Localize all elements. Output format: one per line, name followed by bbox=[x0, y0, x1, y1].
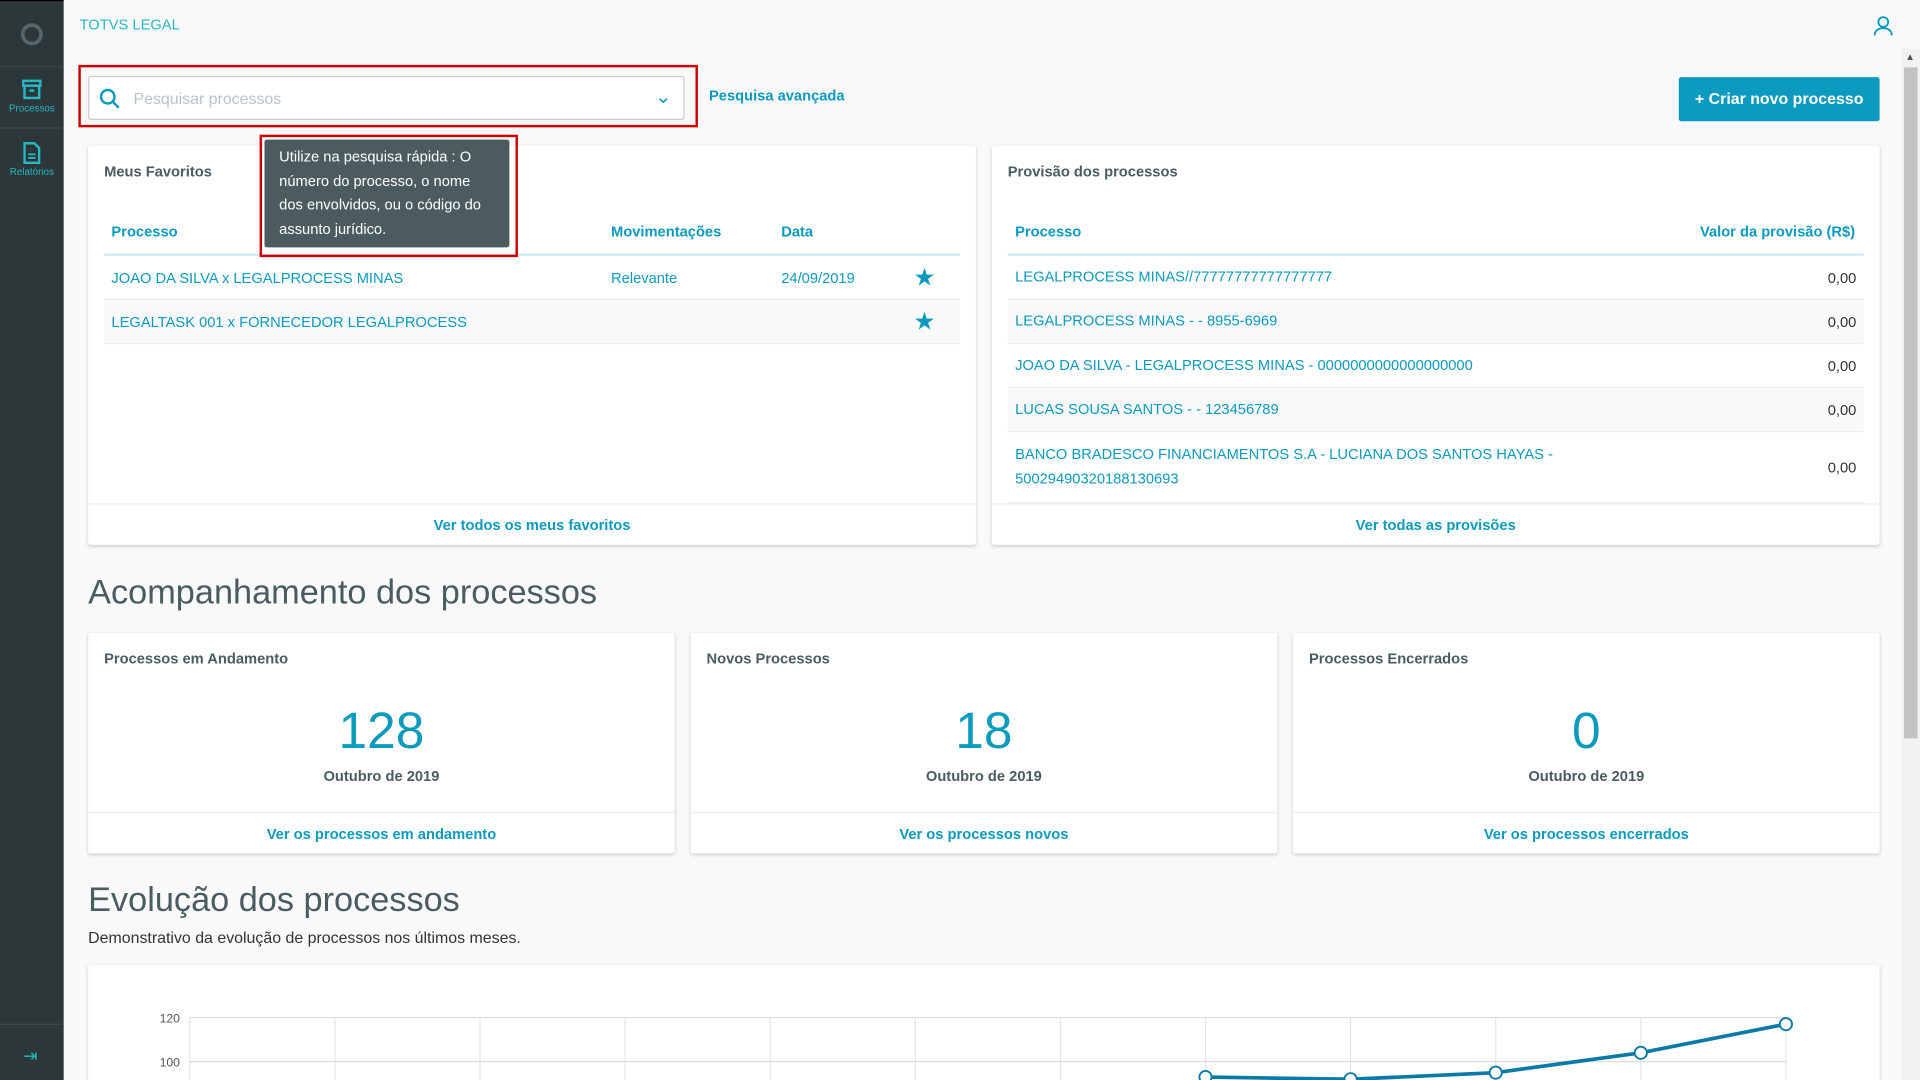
favorites-title: Meus Favoritos bbox=[104, 162, 212, 181]
document-icon bbox=[23, 142, 41, 165]
scrollbar[interactable]: ▲ bbox=[1901, 48, 1920, 1080]
view-all-favorites-link[interactable]: Ver todos os meus favoritos bbox=[88, 503, 976, 545]
date: 24/09/2019 bbox=[781, 268, 855, 286]
process-link[interactable]: LEGALPROCESS MINAS//77777777777777777 bbox=[1015, 267, 1333, 286]
sidebar-item-label: Processos bbox=[8, 102, 55, 114]
data-point bbox=[1633, 1045, 1648, 1060]
data-point bbox=[1778, 1017, 1793, 1032]
col-processo: Processo bbox=[1015, 222, 1082, 241]
provision-value: 0,00 bbox=[1827, 312, 1857, 331]
stat-card: Processos Encerrados 0 Outubro de 2019 Ver … bbox=[1293, 633, 1880, 854]
sidebar-item-label: Relatórios bbox=[9, 166, 54, 178]
search-icon bbox=[99, 88, 120, 109]
stat-title: Novos Processos bbox=[706, 650, 830, 668]
stat-period: Outubro de 2019 bbox=[1528, 767, 1645, 785]
stat-card: Processos em Andamento 128 Outubro de 2019… bbox=[88, 633, 675, 854]
app-title: TOTVS LEGAL bbox=[79, 15, 180, 34]
process-link[interactable]: JOAO DA SILVA x LEGALPROCESS MINAS bbox=[111, 268, 404, 286]
create-process-button[interactable]: + Criar novo processo bbox=[1678, 77, 1880, 122]
table-row[interactable]: BANCO BRADESCO FINANCIAMENTOS S.A - LUCI… bbox=[1007, 432, 1864, 504]
stat-link[interactable]: Ver os processos novos bbox=[690, 811, 1278, 854]
table-row[interactable]: JOAO DA SILVA x LEGALPROCESS MINAS Relev… bbox=[104, 256, 961, 301]
col-processo: Processo bbox=[111, 222, 178, 241]
process-link[interactable]: BANCO BRADESCO FINANCIAMENTOS S.A - LUCI… bbox=[1015, 445, 1553, 487]
stat-link[interactable]: Ver os processos em andamento bbox=[88, 811, 675, 854]
table-row[interactable]: LEGALPROCESS MINAS//77777777777777777 0,0… bbox=[1007, 256, 1864, 301]
data-point bbox=[1488, 1065, 1503, 1080]
col-valor: Valor da provisão (R$) bbox=[1699, 222, 1856, 241]
sidebar-item-processos[interactable]: Processos bbox=[0, 78, 64, 114]
stat-link[interactable]: Ver os processos encerrados bbox=[1293, 811, 1880, 854]
process-link[interactable]: LUCAS SOUSA SANTOS - - 123456789 bbox=[1015, 400, 1279, 418]
stat-value: 128 bbox=[338, 701, 425, 760]
table-row[interactable]: LEGALTASK 001 x FORNECEDOR LEGALPROCESS … bbox=[104, 300, 961, 345]
stat-value: 18 bbox=[955, 701, 1013, 760]
sidebar: Processos Relatórios ⇥ bbox=[0, 0, 64, 1080]
process-link[interactable]: JOAO DA SILVA - LEGALPROCESS MINAS - 000… bbox=[1015, 356, 1473, 374]
y-tick-label: 120 bbox=[160, 1011, 181, 1025]
data-point bbox=[1198, 1070, 1213, 1080]
archive-icon bbox=[22, 79, 42, 100]
advanced-search-link[interactable]: Pesquisa avançada bbox=[708, 86, 845, 105]
stat-period: Outubro de 2019 bbox=[323, 767, 440, 785]
sidebar-item-relatorios[interactable]: Relatórios bbox=[0, 142, 64, 178]
stat-value: 0 bbox=[1572, 701, 1601, 760]
evolution-title: Evolução dos processos bbox=[88, 880, 460, 919]
tooltip-highlight bbox=[259, 134, 518, 258]
provisions-title: Provisão dos processos bbox=[1007, 162, 1178, 181]
stat-title: Processos em Andamento bbox=[104, 650, 289, 668]
process-link[interactable]: LEGALTASK 001 x FORNECEDOR LEGALPROCESS bbox=[111, 312, 467, 331]
evolution-chart: 100 120 bbox=[160, 1011, 1793, 1080]
view-all-provisions-link[interactable]: Ver todas as provisões bbox=[991, 503, 1880, 545]
stat-period: Outubro de 2019 bbox=[925, 767, 1042, 785]
search-highlight bbox=[78, 64, 698, 128]
movement: Relevante bbox=[611, 268, 678, 286]
search-tooltip: Utilize na pesquisa rápida : O número do… bbox=[264, 139, 510, 248]
star-icon[interactable]: ★ bbox=[913, 308, 936, 336]
evolution-subtitle: Demonstrativo da evolução de processos n… bbox=[88, 928, 521, 947]
favorites-card: Meus Favoritos Processo Movimentações Da… bbox=[88, 145, 976, 545]
expand-menu-icon[interactable]: ⇥ bbox=[23, 1045, 38, 1066]
process-link[interactable]: LEGALPROCESS MINAS - - 8955-6969 bbox=[1015, 311, 1278, 330]
totvs-logo-icon bbox=[20, 23, 43, 46]
provisions-card: Provisão dos processos Processo Valor da… bbox=[991, 145, 1880, 545]
stat-title: Processos Encerrados bbox=[1308, 650, 1469, 668]
star-icon[interactable]: ★ bbox=[913, 264, 936, 292]
table-row[interactable]: JOAO DA SILVA - LEGALPROCESS MINAS - 000… bbox=[1007, 344, 1864, 389]
stat-card: Novos Processos 18 Outubro de 2019 Ver os p… bbox=[690, 633, 1278, 854]
search-placeholder: Pesquisar processos bbox=[133, 89, 282, 108]
search-input[interactable]: Pesquisar processos ⌄ bbox=[88, 75, 685, 121]
chevron-down-icon[interactable]: ⌄ bbox=[655, 86, 672, 108]
table-row[interactable]: LUCAS SOUSA SANTOS - - 123456789 0,00 bbox=[1007, 388, 1864, 433]
user-icon[interactable] bbox=[1873, 15, 1893, 43]
col-movimentacoes: Movimentações bbox=[611, 222, 722, 241]
tracking-title: Acompanhamento dos processos bbox=[88, 573, 598, 612]
evolution-chart-card: 100 120 bbox=[88, 964, 1880, 1080]
provision-value: 0,00 bbox=[1827, 268, 1857, 286]
data-point bbox=[1343, 1072, 1358, 1080]
table-row[interactable]: LEGALPROCESS MINAS - - 8955-6969 0,00 bbox=[1007, 300, 1864, 345]
provision-value: 0,00 bbox=[1827, 356, 1857, 375]
scrollbar-thumb[interactable] bbox=[1904, 67, 1918, 739]
y-tick-label: 100 bbox=[160, 1056, 181, 1070]
provision-value: 0,00 bbox=[1827, 401, 1857, 419]
provision-value: 0,00 bbox=[1827, 458, 1857, 476]
col-data: Data bbox=[781, 222, 814, 241]
